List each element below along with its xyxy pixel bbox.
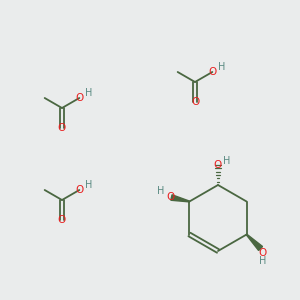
Text: O: O <box>58 123 66 133</box>
Text: H: H <box>85 179 92 190</box>
Text: H: H <box>218 61 226 71</box>
Text: H: H <box>223 156 231 166</box>
Text: O: O <box>191 97 199 107</box>
Text: O: O <box>259 248 267 257</box>
Text: H: H <box>85 88 92 98</box>
Polygon shape <box>246 234 262 250</box>
Text: O: O <box>166 193 175 202</box>
Text: O: O <box>75 185 83 195</box>
Text: O: O <box>75 93 83 103</box>
Text: O: O <box>58 215 66 225</box>
Text: H: H <box>157 187 164 196</box>
Polygon shape <box>171 195 190 202</box>
Text: H: H <box>259 256 266 266</box>
Text: O: O <box>214 160 222 170</box>
Text: O: O <box>208 67 216 77</box>
